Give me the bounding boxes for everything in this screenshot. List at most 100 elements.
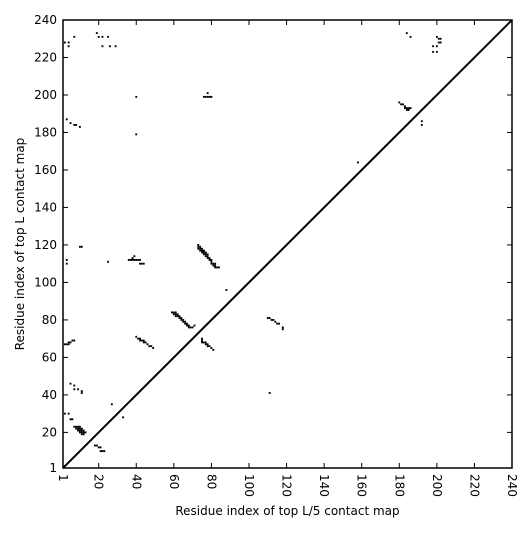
contact-point	[202, 95, 205, 98]
contact-point	[400, 103, 403, 106]
contact-point	[80, 429, 83, 432]
contact-point	[268, 392, 271, 394]
contact-point	[180, 318, 183, 321]
x-tick-label: 1	[56, 474, 70, 482]
y-tick-label: 20	[42, 425, 57, 439]
contact-point	[210, 262, 213, 265]
contact-point	[142, 262, 145, 265]
y-tick-label: 80	[42, 313, 57, 327]
contact-point	[97, 446, 100, 449]
contact-point	[208, 95, 211, 98]
contact-point	[210, 259, 213, 261]
contact-point	[186, 322, 188, 325]
contact-point	[174, 313, 177, 316]
contact-point	[69, 341, 72, 344]
contact-point	[97, 35, 100, 38]
contact-point	[176, 313, 179, 316]
contact-point	[78, 429, 81, 432]
contact-point	[101, 45, 104, 48]
contact-point	[131, 259, 134, 261]
contact-point	[204, 343, 207, 346]
contact-point	[199, 247, 202, 250]
x-tick-label: 200	[430, 474, 444, 497]
contact-point	[435, 45, 438, 48]
contact-point	[78, 245, 81, 248]
contact-point	[77, 429, 79, 432]
x-tick-label: 80	[204, 474, 218, 489]
contact-point	[420, 124, 423, 126]
y-tick-label: 180	[34, 125, 57, 139]
contact-point	[201, 339, 203, 342]
contact-point	[82, 429, 85, 432]
x-tick-label: 160	[355, 474, 369, 497]
contact-point	[184, 320, 187, 323]
y-axis-label: Residue index of top L contact map	[13, 138, 27, 351]
contact-point	[403, 107, 406, 110]
contact-point	[437, 37, 440, 40]
contact-point	[216, 266, 218, 269]
contact-point	[432, 45, 435, 48]
contact-point	[75, 425, 78, 428]
contact-point	[199, 245, 202, 248]
contact-point	[214, 264, 217, 267]
x-tick-label: 40	[129, 474, 143, 489]
contact-point	[225, 288, 228, 291]
contact-point	[80, 390, 83, 393]
contact-point	[405, 107, 408, 110]
contact-point	[137, 259, 140, 261]
contact-point	[139, 262, 141, 265]
contact-point	[204, 251, 207, 254]
diagonal-line	[62, 19, 513, 469]
contact-point	[148, 345, 151, 348]
contact-point	[103, 450, 106, 453]
y-tick-label: 220	[34, 50, 57, 64]
contact-point	[71, 418, 74, 421]
contact-point	[202, 253, 205, 256]
contact-point	[206, 343, 209, 346]
contact-point	[78, 425, 81, 428]
contact-point	[187, 326, 190, 329]
contact-point	[122, 416, 125, 419]
contact-point	[197, 245, 200, 248]
x-tick-label: 100	[242, 474, 256, 497]
contact-point	[206, 257, 209, 259]
contact-point	[174, 315, 177, 318]
contact-point	[80, 392, 83, 394]
y-tick-label: 240	[34, 13, 57, 27]
contact-point	[114, 45, 117, 48]
y-tick-label: 40	[42, 388, 57, 402]
y-tick-label: 200	[34, 88, 57, 102]
contact-point	[150, 345, 153, 348]
contact-point	[208, 345, 211, 348]
contact-point	[281, 326, 284, 329]
contact-point	[197, 244, 200, 246]
contact-point	[140, 339, 143, 342]
contact-point	[107, 35, 110, 38]
contact-point	[63, 343, 66, 346]
contact-point	[78, 427, 81, 430]
contact-point	[435, 50, 438, 53]
contact-point	[420, 120, 423, 123]
contact-point	[201, 247, 203, 250]
contact-point	[176, 315, 179, 318]
contact-point	[67, 41, 70, 44]
contact-point	[80, 427, 83, 430]
contact-point	[101, 450, 104, 453]
contact-point	[127, 259, 130, 261]
contact-point	[77, 388, 79, 391]
contact-point	[67, 341, 70, 344]
contact-point	[270, 318, 273, 321]
contact-point	[407, 107, 410, 110]
contact-point	[99, 446, 102, 449]
contact-point	[409, 107, 412, 110]
contact-point	[204, 95, 207, 98]
contact-point	[174, 311, 177, 314]
contact-point	[110, 403, 113, 406]
contact-point	[78, 431, 81, 434]
contact-point	[281, 328, 284, 331]
contact-point	[268, 317, 271, 319]
x-tick-label: 20	[92, 474, 106, 489]
contact-point	[402, 103, 404, 106]
